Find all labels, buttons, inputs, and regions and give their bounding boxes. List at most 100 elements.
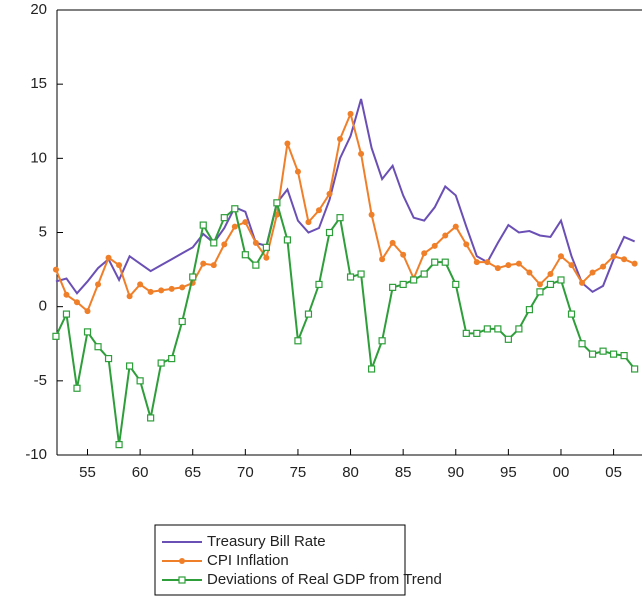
data-point xyxy=(210,262,217,269)
y-tick-label: 0 xyxy=(39,298,47,315)
data-point xyxy=(325,228,334,237)
data-point xyxy=(588,350,597,358)
data-point xyxy=(178,317,186,326)
data-point xyxy=(231,223,238,230)
data-point xyxy=(273,199,281,207)
data-point xyxy=(620,352,628,360)
data-point xyxy=(95,281,102,288)
data-point xyxy=(546,280,555,289)
data-point xyxy=(168,285,175,292)
data-point xyxy=(473,259,480,266)
y-tick-label: 20 xyxy=(30,1,47,18)
x-tick-label: 55 xyxy=(79,464,96,481)
data-point xyxy=(346,273,355,281)
data-point xyxy=(337,136,344,143)
legend-label: Treasury Bill Rate xyxy=(207,533,326,550)
data-point xyxy=(221,241,228,248)
data-point xyxy=(105,254,112,261)
data-point xyxy=(515,325,523,333)
data-point xyxy=(231,205,239,213)
data-point xyxy=(367,365,376,373)
x-tick-label: 90 xyxy=(447,464,464,481)
data-point xyxy=(568,262,575,269)
y-tick-label: 5 xyxy=(39,223,47,240)
data-point xyxy=(621,256,628,263)
data-point xyxy=(462,329,470,337)
y-tick-label: 10 xyxy=(30,149,47,166)
data-point xyxy=(84,308,91,315)
data-point xyxy=(137,281,144,288)
data-point xyxy=(378,337,386,345)
data-point xyxy=(220,214,228,222)
data-point xyxy=(600,263,607,270)
y-tick-label: -10 xyxy=(25,446,47,463)
data-point xyxy=(463,241,470,248)
data-point xyxy=(609,350,618,358)
data-point xyxy=(525,306,534,314)
data-point xyxy=(158,287,165,294)
x-tick-label: 70 xyxy=(237,464,254,481)
data-point xyxy=(441,258,449,266)
data-point xyxy=(494,325,502,333)
data-point xyxy=(104,354,113,363)
data-point xyxy=(126,293,133,300)
data-point xyxy=(547,271,554,278)
data-point xyxy=(557,253,564,260)
data-point xyxy=(62,310,71,318)
data-point xyxy=(294,168,301,175)
legend-label: CPI Inflation xyxy=(207,552,289,569)
x-tick-label: 60 xyxy=(132,464,149,481)
data-point xyxy=(73,299,80,306)
data-point xyxy=(347,110,354,117)
legend-label: Deviations of Real GDP from Trend xyxy=(207,571,442,588)
data-point xyxy=(599,347,607,355)
data-point xyxy=(210,239,218,247)
data-point xyxy=(252,239,259,246)
data-point xyxy=(610,253,617,260)
x-tick-label: 00 xyxy=(553,464,570,481)
data-point xyxy=(147,288,154,295)
data-point xyxy=(115,441,123,449)
data-point xyxy=(483,325,491,333)
data-point xyxy=(116,262,123,269)
data-point xyxy=(305,219,312,226)
data-point xyxy=(526,269,533,276)
x-tick-label: 85 xyxy=(395,464,412,481)
data-point xyxy=(94,343,102,351)
data-point xyxy=(452,280,460,289)
data-point xyxy=(252,261,260,269)
data-point xyxy=(410,276,418,284)
data-point xyxy=(315,207,322,214)
data-point xyxy=(304,310,313,318)
data-point xyxy=(536,288,544,296)
data-point xyxy=(399,280,407,289)
data-point xyxy=(199,221,207,229)
data-point xyxy=(63,291,70,298)
data-point xyxy=(284,140,291,147)
data-point xyxy=(578,340,586,348)
data-point xyxy=(294,337,302,345)
data-point xyxy=(504,335,512,343)
data-point xyxy=(136,377,144,385)
data-point xyxy=(83,328,92,336)
data-point xyxy=(536,281,543,288)
data-point xyxy=(52,266,59,273)
series-line xyxy=(55,98,636,295)
data-point xyxy=(400,251,407,258)
data-point xyxy=(168,354,176,363)
data-point xyxy=(262,243,270,251)
data-point xyxy=(368,211,375,218)
data-point xyxy=(473,329,481,337)
data-point xyxy=(579,279,586,286)
legend-marker xyxy=(178,576,186,584)
data-point xyxy=(52,332,60,340)
data-point xyxy=(420,270,428,278)
data-point xyxy=(515,260,522,267)
data-point xyxy=(242,219,249,226)
data-point xyxy=(442,232,449,239)
data-point xyxy=(505,262,512,269)
data-point xyxy=(241,251,249,259)
series-line xyxy=(55,198,636,445)
data-point xyxy=(283,236,292,244)
